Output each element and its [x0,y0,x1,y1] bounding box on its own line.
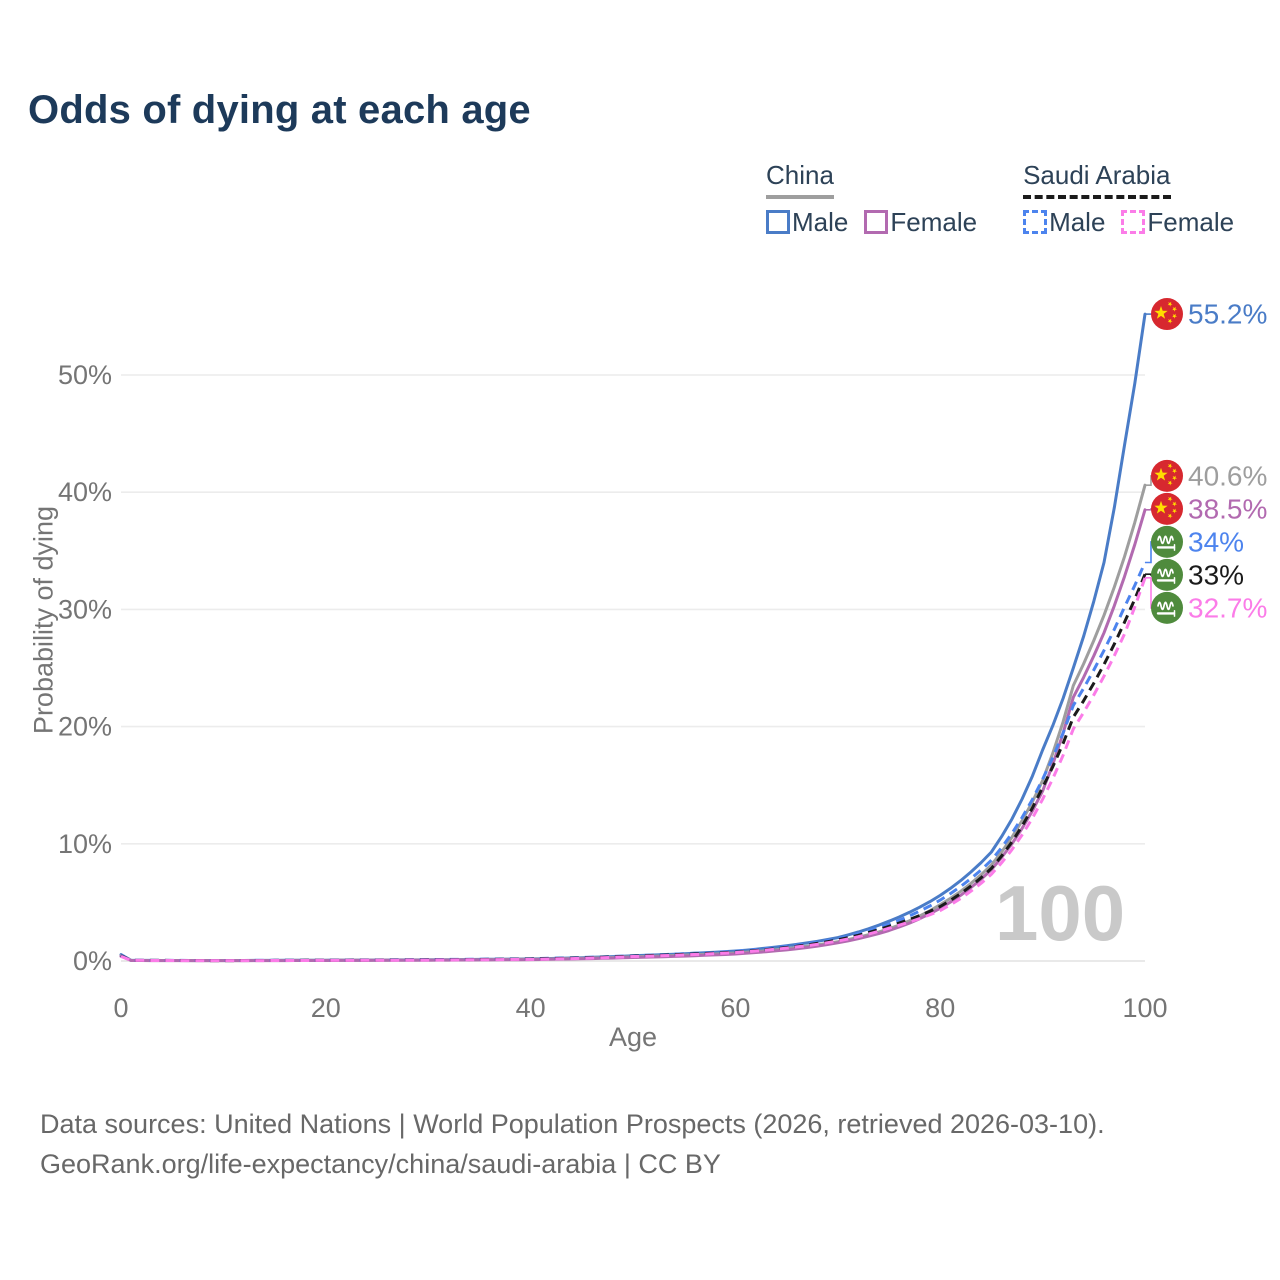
legend-group-saudi-arabia: Saudi Arabia Male Female [1023,161,1234,238]
x-tick-label: 80 [925,993,955,1023]
legend-item-saudi-female[interactable]: Female [1121,207,1234,238]
legend-item-china-male[interactable]: Male [766,207,848,238]
footer-attribution: GeoRank.org/life-expectancy/china/saudi-… [40,1149,721,1179]
y-axis-title: Probability of dying [28,505,59,735]
footer-data-sources: Data sources: United Nations | World Pop… [40,1109,1105,1139]
end-label-china-male: 55.2% [1145,298,1267,331]
saudi-arabia-flag-icon [1151,591,1183,624]
saudi-female-swatch-icon [1121,210,1146,235]
china-male-swatch-icon [766,210,790,235]
series-line-saudi-arabia-both-sexes[interactable] [120,573,1147,963]
hover-age-watermark: 100 [995,869,1126,957]
series-line-saudi-arabia-female[interactable] [120,577,1147,963]
china-flag-icon [1151,298,1183,331]
end-value-label: 55.2% [1188,299,1267,330]
saudi-arabia-flag-icon [1151,558,1183,591]
end-value-label: 34% [1188,526,1244,557]
y-tick-label: 20% [58,712,112,742]
x-tick-label: 60 [720,993,750,1023]
y-tick-label: 0% [73,946,112,976]
end-label-saudi-arabia-both-sexes: 33% [1145,558,1244,591]
page-title: Odds of dying at each age [28,88,531,132]
china-flag-icon [1151,492,1183,525]
y-tick-label: 40% [58,477,112,507]
x-tick-label: 40 [516,993,546,1023]
end-value-label: 33% [1188,559,1244,590]
y-tick-label: 50% [58,360,112,390]
legend: China Male Female Saudi Arabia Male [766,161,1234,238]
legend-country-saudi-arabia: Saudi Arabia [1023,161,1171,199]
series-line-china-both-sexes[interactable] [119,483,1147,963]
legend-item-saudi-male[interactable]: Male [1023,207,1105,238]
x-tick-label: 20 [311,993,341,1023]
x-tick-label: 100 [1122,993,1167,1023]
legend-item-china-female[interactable]: Female [864,207,977,238]
footer: Data sources: United Nations | World Pop… [40,1104,1105,1184]
x-axis-title: Age [608,1022,658,1052]
series-line-saudi-arabia-male[interactable] [120,561,1147,962]
series-line-china-female[interactable] [119,508,1147,963]
end-label-china-both-sexes: 40.6% [1145,459,1267,492]
legend-group-china: China Male Female [766,161,977,238]
y-tick-label: 30% [58,594,112,624]
end-label-saudi-arabia-male: 34% [1145,525,1244,564]
legend-country-china: China [766,161,834,199]
y-tick-label: 10% [58,829,112,859]
end-value-label: 32.7% [1188,592,1267,623]
x-tick-label: 0 [113,993,128,1023]
end-value-label: 38.5% [1188,493,1267,524]
end-value-label: 40.6% [1188,460,1267,491]
china-female-swatch-icon [864,210,889,235]
china-flag-icon [1151,459,1183,492]
end-label-china-female: 38.5% [1145,492,1267,525]
saudi-arabia-flag-icon [1151,525,1183,558]
end-label-saudi-arabia-female: 32.7% [1145,577,1267,624]
saudi-male-swatch-icon [1023,210,1048,235]
